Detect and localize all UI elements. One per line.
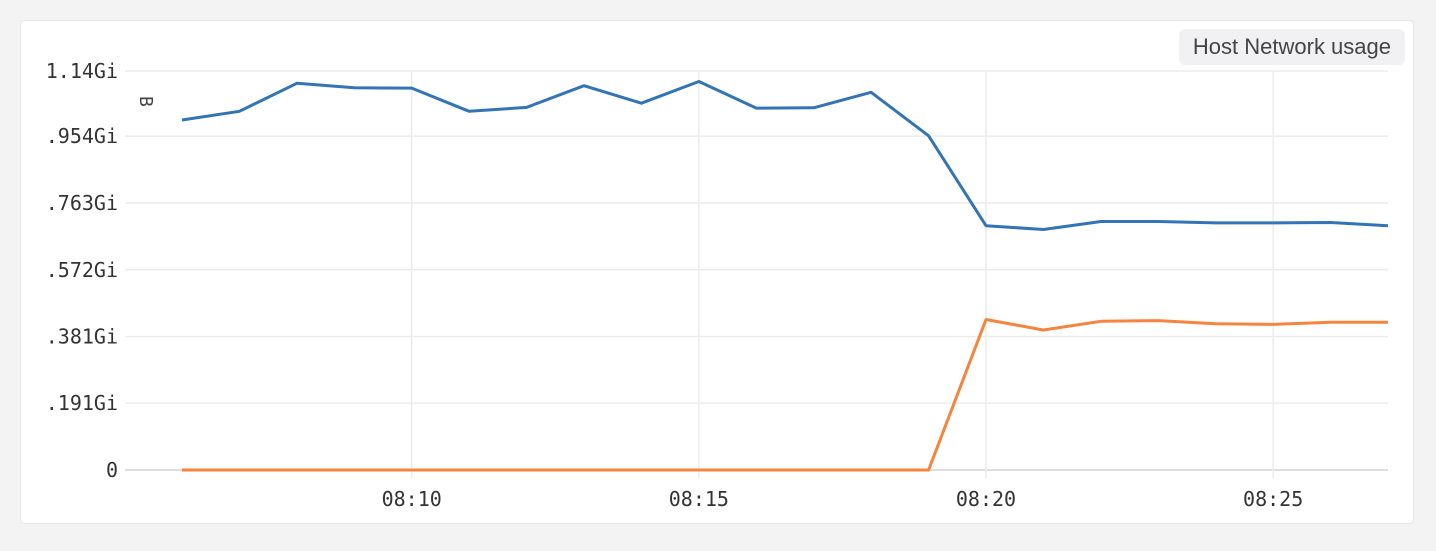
panel-title: Host Network usage — [1178, 29, 1405, 65]
y-axis-ticks: 1.14Gi .954Gi .763Gi .572Gi .381Gi .191Gi 0 — [46, 59, 118, 482]
y-tick-label: .763Gi — [46, 191, 118, 215]
y-tick-label: .954Gi — [46, 124, 118, 148]
x-tick-label: 08:25 — [1243, 487, 1303, 511]
y-tick-label: .381Gi — [46, 325, 118, 349]
series-lines — [181, 80, 1389, 472]
grid-lines — [125, 70, 1388, 478]
y-tick-label: 0 — [106, 458, 118, 482]
series-line-1 — [181, 80, 1389, 231]
series-line-2 — [182, 318, 1388, 472]
x-tick-label: 08:20 — [956, 487, 1016, 511]
x-tick-label: 08:15 — [669, 487, 729, 511]
y-tick-label: 1.14Gi — [46, 59, 118, 83]
y-axis-unit-label: B — [135, 96, 156, 107]
x-axis-ticks: 08:10 08:15 08:20 08:25 — [382, 487, 1304, 511]
x-tick-label: 08:10 — [382, 487, 442, 511]
y-tick-label: .572Gi — [46, 258, 118, 282]
y-tick-label: .191Gi — [46, 391, 118, 415]
